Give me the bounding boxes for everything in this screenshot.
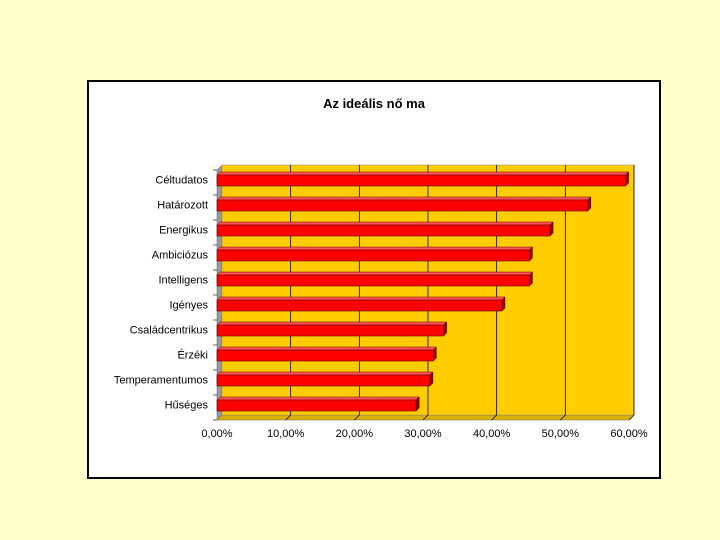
category-label: Temperamentumos xyxy=(114,375,209,387)
bar-end xyxy=(529,271,533,287)
bar-end xyxy=(549,221,554,237)
bar-end xyxy=(529,246,533,262)
gridline-depth xyxy=(628,414,635,421)
bar xyxy=(216,399,417,412)
x-tick-label: 30,00% xyxy=(404,428,442,440)
bar xyxy=(216,274,530,287)
bar-top xyxy=(216,296,506,301)
bar-top xyxy=(216,246,534,251)
bar xyxy=(216,374,431,387)
gridline-depth xyxy=(354,414,360,421)
bar-end xyxy=(587,196,592,212)
bar-end xyxy=(415,396,420,412)
bar xyxy=(216,324,444,337)
category-label: Ambiciózus xyxy=(152,250,209,262)
bar xyxy=(216,349,434,362)
bar xyxy=(216,174,626,187)
x-tick-label: 60,00% xyxy=(610,428,648,440)
x-tick-label: 50,00% xyxy=(542,428,580,440)
bar-end xyxy=(625,171,629,187)
bar-top xyxy=(216,371,434,376)
category-label: Érzéki xyxy=(177,349,208,362)
gridline-depth xyxy=(285,414,291,421)
category-label: Energikus xyxy=(159,225,208,237)
bar xyxy=(216,224,551,237)
bar-top xyxy=(216,396,420,401)
bar-end xyxy=(443,321,447,337)
bar-top xyxy=(216,271,534,276)
category-label: Családcentrikus xyxy=(130,325,209,337)
x-tick-label: 10,00% xyxy=(267,428,305,440)
bar-top xyxy=(216,321,448,326)
bar-end xyxy=(429,371,434,387)
category-label: Határozott xyxy=(157,200,208,212)
bar-top xyxy=(216,221,554,226)
bar xyxy=(216,249,530,262)
category-label: Céltudatos xyxy=(155,175,208,187)
bar xyxy=(216,199,589,212)
bar xyxy=(216,299,503,312)
gridline-depth xyxy=(491,414,497,421)
bar-top xyxy=(216,346,437,351)
x-tick-label: 0,00% xyxy=(201,428,232,440)
chart-frame: Az ideális nő ma 0,00% 10,00% 20,00% 30,00%… xyxy=(87,80,661,479)
bar-top xyxy=(216,171,630,176)
gridline-depth xyxy=(422,414,429,421)
chart-title: Az ideális nő ma xyxy=(323,96,426,111)
category-label: Hűséges xyxy=(165,400,209,412)
gridline-depth xyxy=(560,414,566,421)
category-label: Intelligens xyxy=(158,275,208,287)
bar-end xyxy=(501,296,506,312)
bar-end xyxy=(433,346,437,362)
x-tick-label: 40,00% xyxy=(473,428,511,440)
category-label: Igényes xyxy=(169,300,208,312)
x-tick-label: 20,00% xyxy=(336,428,374,440)
bar-top xyxy=(216,196,592,201)
bar-chart: Az ideális nő ma 0,00% 10,00% 20,00% 30,00%… xyxy=(114,96,648,440)
